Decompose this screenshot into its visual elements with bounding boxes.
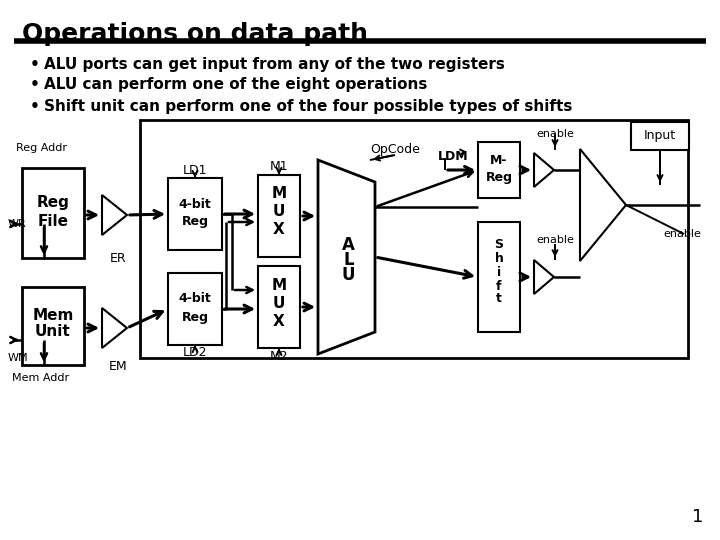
Text: LD1: LD1	[183, 164, 207, 177]
Text: S: S	[495, 239, 503, 252]
Text: EM: EM	[109, 360, 127, 373]
Bar	[631, 122, 689, 150]
Bar	[478, 142, 520, 198]
Text: Mem: Mem	[32, 307, 73, 322]
Text: U: U	[273, 205, 285, 219]
Text: 4-bit: 4-bit	[179, 198, 212, 211]
Polygon shape	[534, 260, 554, 294]
Bar	[140, 120, 688, 358]
Text: U: U	[342, 266, 355, 284]
Text: Mem Addr: Mem Addr	[12, 373, 69, 383]
Bar	[22, 168, 84, 258]
Bar	[168, 273, 222, 345]
Polygon shape	[102, 308, 127, 348]
Text: Reg: Reg	[181, 310, 209, 323]
Text: 4-bit: 4-bit	[179, 293, 212, 306]
Text: Unit: Unit	[35, 325, 71, 340]
Text: enable: enable	[536, 235, 574, 245]
Bar	[258, 266, 300, 348]
Bar	[258, 175, 300, 257]
Text: ALU can perform one of the eight operations: ALU can perform one of the eight operati…	[44, 78, 428, 92]
Text: enable: enable	[536, 129, 574, 139]
Text: WR: WR	[8, 219, 27, 229]
Text: M: M	[271, 278, 287, 293]
Text: L: L	[343, 251, 354, 269]
Text: •: •	[30, 98, 40, 113]
Text: M-: M-	[490, 154, 508, 167]
Text: Input: Input	[644, 130, 676, 143]
Text: X: X	[273, 314, 285, 328]
Text: Reg: Reg	[181, 215, 209, 228]
Text: OpCode: OpCode	[370, 144, 420, 157]
Text: Shift unit can perform one of the four possible types of shifts: Shift unit can perform one of the four p…	[44, 98, 572, 113]
Text: LD2: LD2	[183, 347, 207, 360]
Text: Reg: Reg	[485, 172, 513, 185]
Polygon shape	[102, 195, 127, 235]
Bar	[22, 287, 84, 365]
Bar	[168, 178, 222, 250]
Text: Operations on data path: Operations on data path	[22, 22, 368, 46]
Text: WM: WM	[8, 353, 29, 363]
Text: M1: M1	[270, 160, 288, 173]
Text: ER: ER	[109, 252, 126, 265]
Text: 1: 1	[692, 508, 703, 526]
Text: •: •	[30, 78, 40, 92]
Text: U: U	[273, 295, 285, 310]
Text: X: X	[273, 222, 285, 238]
Bar	[478, 222, 520, 332]
Polygon shape	[580, 149, 626, 261]
Text: i: i	[497, 266, 501, 279]
Text: ALU ports can get input from any of the two registers: ALU ports can get input from any of the …	[44, 57, 505, 71]
Text: LDM: LDM	[438, 151, 468, 164]
Text: File: File	[37, 213, 68, 228]
Text: A: A	[342, 236, 355, 254]
Text: •: •	[30, 57, 40, 71]
Text: t: t	[496, 293, 502, 306]
Text: Reg: Reg	[37, 195, 69, 211]
Text: M: M	[271, 186, 287, 201]
Text: f: f	[496, 280, 502, 293]
Text: Reg Addr: Reg Addr	[16, 143, 67, 153]
Text: enable: enable	[663, 229, 701, 239]
Text: M2: M2	[270, 349, 288, 362]
Text: h: h	[495, 253, 503, 266]
Polygon shape	[534, 153, 554, 187]
Polygon shape	[318, 160, 375, 354]
